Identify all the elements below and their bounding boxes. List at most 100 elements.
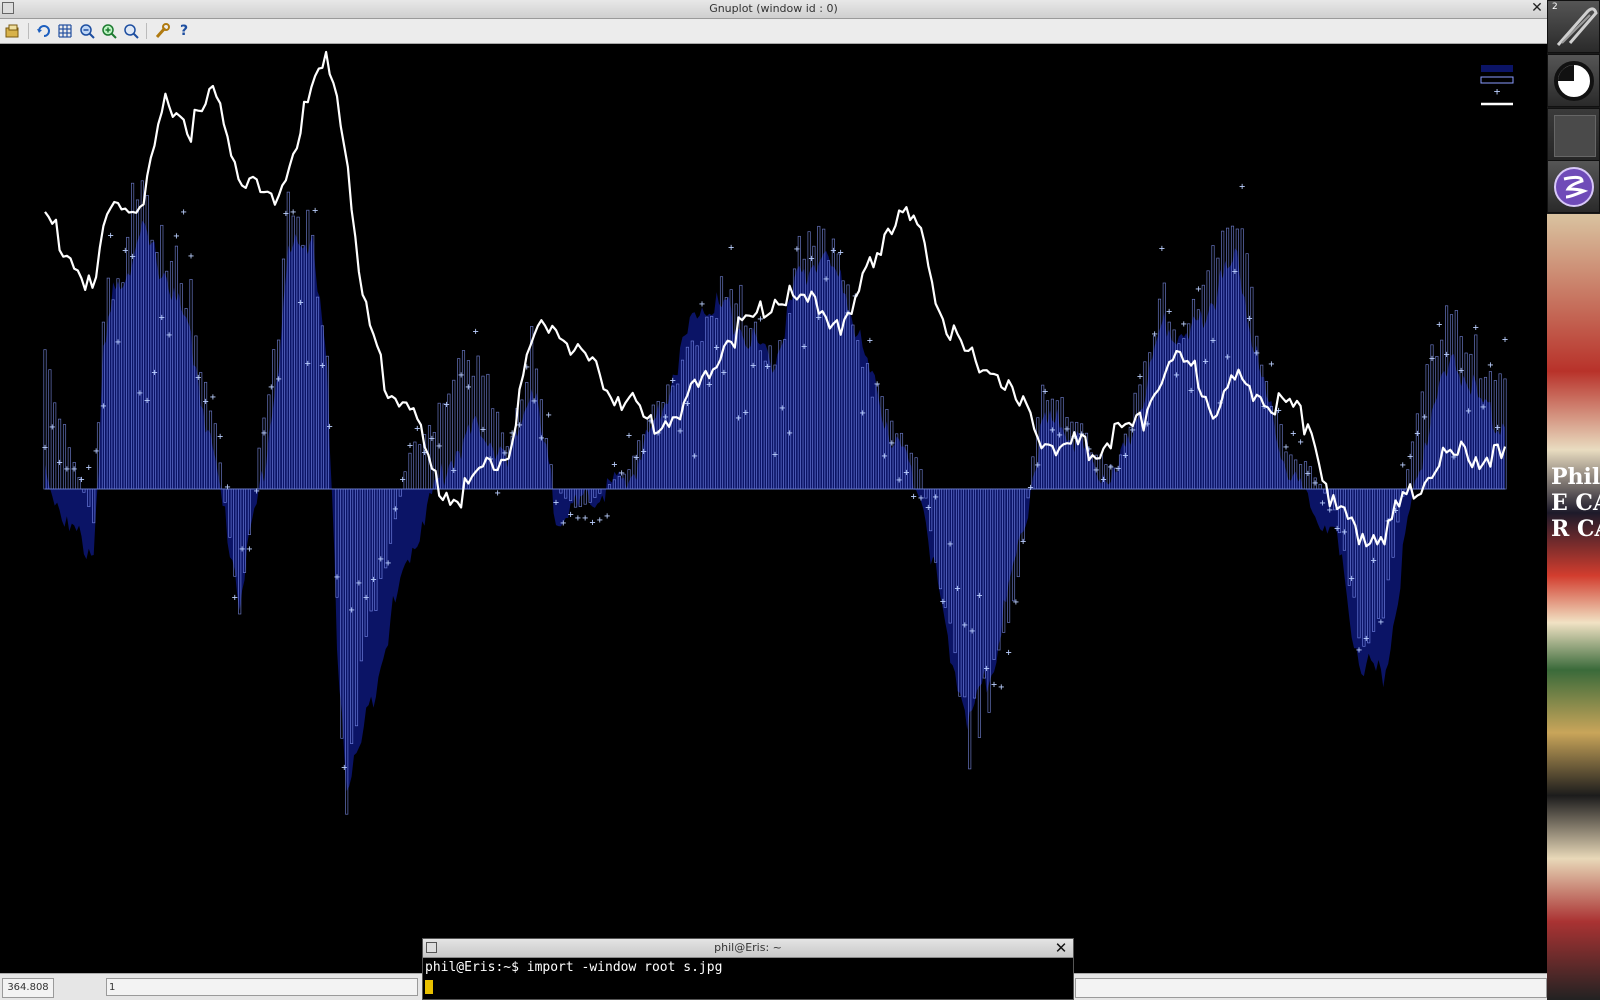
- gnuplot-window: Gnuplot (window id : 0) ✕: [0, 0, 1547, 1000]
- point: +: [1210, 336, 1216, 347]
- replot-icon[interactable]: [35, 22, 53, 40]
- close-button[interactable]: ✕: [1531, 0, 1543, 16]
- points-series: ++++ +++++++++++++++++++ +++++ ++++++ ++++++…: [42, 182, 1508, 774]
- point: +: [830, 246, 836, 257]
- point: +: [589, 518, 595, 529]
- point: +: [159, 312, 165, 323]
- point: +: [42, 443, 48, 454]
- point: +: [1436, 319, 1442, 330]
- point: +: [597, 515, 603, 526]
- grid-icon[interactable]: [56, 22, 74, 40]
- point: +: [1137, 371, 1143, 382]
- point: +: [633, 452, 639, 463]
- point: +: [538, 433, 544, 444]
- legend: +: [1480, 65, 1514, 106]
- point: +: [1363, 634, 1369, 645]
- point: +: [903, 467, 909, 478]
- point: +: [1108, 462, 1114, 473]
- terminal-close-button[interactable]: ✕: [1054, 939, 1068, 957]
- point: +: [881, 451, 887, 462]
- terminal-body[interactable]: phil@Eris:~$ import -window root s.jpg: [423, 958, 1075, 1000]
- point: +: [254, 486, 260, 497]
- point: +: [108, 230, 114, 241]
- point: +: [502, 448, 508, 459]
- window-title: Gnuplot (window id : 0): [709, 2, 838, 15]
- point: +: [969, 626, 975, 637]
- zoom-prev-icon[interactable]: [78, 22, 96, 40]
- point: +: [516, 420, 522, 431]
- emacs-icon[interactable]: [1547, 160, 1600, 213]
- point: +: [721, 368, 727, 379]
- point: +: [889, 438, 895, 449]
- point: +: [93, 446, 99, 457]
- point: +: [706, 379, 712, 390]
- point: +: [1451, 452, 1457, 463]
- line-path: [44, 50, 1507, 548]
- point: +: [349, 605, 355, 616]
- point: +: [1356, 645, 1362, 656]
- terminal-titlebar[interactable]: phil@Eris: ~ ✕: [423, 939, 1073, 958]
- point: +: [1422, 412, 1428, 423]
- point: +: [1232, 266, 1238, 277]
- point: +: [1144, 419, 1150, 430]
- terminal-menu-button[interactable]: [426, 942, 437, 953]
- status-field-right: [1075, 978, 1547, 998]
- point: +: [604, 511, 610, 522]
- point: +: [1071, 432, 1077, 443]
- help-icon[interactable]: ?: [179, 23, 189, 39]
- point: +: [1035, 460, 1041, 471]
- point: +: [86, 463, 92, 474]
- point: +: [210, 392, 216, 403]
- wallpaper-text: Phillip E CA R CA: [1551, 464, 1600, 542]
- config-icon[interactable]: [153, 22, 171, 40]
- point: +: [1006, 648, 1012, 659]
- point: +: [1166, 306, 1172, 317]
- point: +: [1473, 323, 1479, 334]
- point: +: [765, 361, 771, 372]
- point: +: [626, 431, 632, 442]
- point: +: [1305, 469, 1311, 480]
- bar: [62, 424, 67, 490]
- blank-app-icon[interactable]: [1547, 108, 1600, 161]
- point: +: [385, 558, 391, 569]
- point: +: [1203, 356, 1209, 367]
- bar: [914, 457, 918, 490]
- export-icon[interactable]: [4, 22, 22, 40]
- point: +: [1276, 405, 1282, 416]
- point: +: [662, 412, 668, 423]
- point: +: [816, 313, 822, 324]
- point: +: [575, 513, 581, 524]
- window-menu-button[interactable]: [2, 2, 14, 14]
- point: +: [378, 554, 384, 565]
- plot-area: ++++ +++++++++++++++++++ +++++ ++++++ ++++++…: [0, 44, 1547, 982]
- point: +: [429, 434, 435, 445]
- point: +: [1064, 424, 1070, 435]
- point: +: [998, 682, 1004, 693]
- terminal-window[interactable]: phil@Eris: ~ ✕ phil@Eris:~$ import -wind…: [422, 938, 1074, 1000]
- point: +: [1225, 352, 1231, 363]
- autoscale-icon[interactable]: [122, 22, 140, 40]
- bar: [1410, 441, 1415, 490]
- point: +: [787, 428, 793, 439]
- point: +: [1495, 422, 1501, 433]
- workspace-clip-icon[interactable]: 2: [1547, 0, 1600, 53]
- zoom-next-icon[interactable]: [100, 22, 118, 40]
- point: +: [283, 209, 289, 220]
- point: +: [451, 466, 457, 477]
- clock-icon[interactable]: [1547, 54, 1600, 107]
- bar: [442, 403, 446, 490]
- filled-series: [45, 220, 1505, 791]
- point: +: [1261, 402, 1267, 413]
- point: +: [962, 620, 968, 631]
- point: +: [203, 396, 209, 407]
- point: +: [232, 592, 238, 603]
- point: +: [400, 475, 406, 486]
- point: +: [297, 298, 303, 309]
- point: +: [1312, 478, 1318, 489]
- point: +: [1188, 386, 1194, 397]
- point: +: [276, 374, 282, 385]
- point: +: [743, 408, 749, 419]
- point: +: [735, 413, 741, 424]
- gnuplot-titlebar[interactable]: Gnuplot (window id : 0) ✕: [0, 0, 1547, 19]
- point: +: [918, 493, 924, 504]
